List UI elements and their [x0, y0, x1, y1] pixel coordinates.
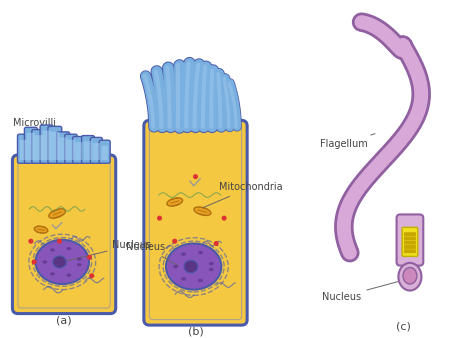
Text: Mitochondria: Mitochondria — [203, 183, 282, 208]
FancyBboxPatch shape — [42, 130, 51, 160]
FancyBboxPatch shape — [75, 142, 83, 160]
Circle shape — [214, 241, 219, 246]
Circle shape — [32, 259, 36, 264]
Ellipse shape — [181, 277, 186, 281]
Text: Flagellum: Flagellum — [320, 134, 375, 149]
FancyBboxPatch shape — [404, 237, 416, 240]
FancyBboxPatch shape — [91, 138, 102, 163]
Text: Cilia: Cilia — [175, 66, 196, 89]
FancyBboxPatch shape — [18, 134, 29, 163]
FancyBboxPatch shape — [48, 126, 62, 163]
Circle shape — [157, 216, 162, 221]
FancyBboxPatch shape — [12, 155, 116, 314]
FancyBboxPatch shape — [92, 143, 100, 160]
Text: (c): (c) — [396, 321, 410, 332]
FancyBboxPatch shape — [50, 132, 59, 160]
FancyBboxPatch shape — [99, 140, 110, 163]
Circle shape — [87, 255, 92, 260]
Ellipse shape — [77, 258, 82, 261]
Circle shape — [57, 239, 62, 244]
FancyBboxPatch shape — [84, 141, 92, 160]
Ellipse shape — [198, 251, 203, 255]
Text: Nucleus: Nucleus — [65, 240, 152, 261]
FancyBboxPatch shape — [73, 137, 85, 163]
Text: Nucleus: Nucleus — [127, 242, 177, 265]
Circle shape — [28, 239, 33, 244]
Ellipse shape — [49, 209, 65, 218]
Ellipse shape — [53, 256, 66, 268]
Ellipse shape — [209, 262, 214, 265]
FancyBboxPatch shape — [101, 146, 108, 160]
Ellipse shape — [181, 252, 186, 256]
Ellipse shape — [50, 272, 55, 275]
FancyBboxPatch shape — [82, 136, 94, 163]
Ellipse shape — [66, 273, 71, 277]
FancyBboxPatch shape — [144, 120, 247, 325]
FancyBboxPatch shape — [404, 241, 416, 245]
Ellipse shape — [173, 265, 178, 268]
Text: (b): (b) — [188, 326, 203, 336]
FancyBboxPatch shape — [67, 140, 75, 160]
FancyBboxPatch shape — [404, 245, 416, 249]
FancyBboxPatch shape — [32, 129, 46, 163]
Text: Nucleus: Nucleus — [322, 280, 405, 302]
FancyBboxPatch shape — [40, 125, 53, 163]
FancyBboxPatch shape — [34, 135, 43, 160]
Ellipse shape — [167, 198, 182, 206]
Ellipse shape — [399, 263, 421, 291]
Ellipse shape — [403, 267, 417, 284]
Ellipse shape — [209, 268, 214, 271]
FancyBboxPatch shape — [27, 133, 35, 160]
Ellipse shape — [43, 260, 47, 264]
Circle shape — [89, 273, 94, 278]
Ellipse shape — [66, 247, 71, 250]
FancyBboxPatch shape — [65, 134, 77, 163]
FancyBboxPatch shape — [20, 140, 27, 160]
FancyBboxPatch shape — [24, 127, 37, 163]
Circle shape — [172, 239, 177, 244]
FancyBboxPatch shape — [402, 227, 418, 257]
Ellipse shape — [77, 263, 82, 266]
FancyBboxPatch shape — [397, 214, 423, 266]
FancyBboxPatch shape — [59, 138, 67, 160]
Ellipse shape — [184, 260, 198, 273]
Ellipse shape — [194, 207, 211, 215]
Ellipse shape — [166, 243, 221, 290]
Text: Microvilli: Microvilli — [13, 118, 56, 136]
FancyBboxPatch shape — [404, 232, 416, 236]
FancyBboxPatch shape — [404, 249, 416, 253]
Ellipse shape — [50, 248, 55, 252]
Circle shape — [193, 174, 198, 179]
Circle shape — [221, 216, 227, 221]
Ellipse shape — [36, 240, 89, 284]
Text: (a): (a) — [56, 316, 72, 326]
Ellipse shape — [34, 226, 48, 233]
FancyBboxPatch shape — [57, 132, 70, 163]
Ellipse shape — [198, 279, 203, 282]
